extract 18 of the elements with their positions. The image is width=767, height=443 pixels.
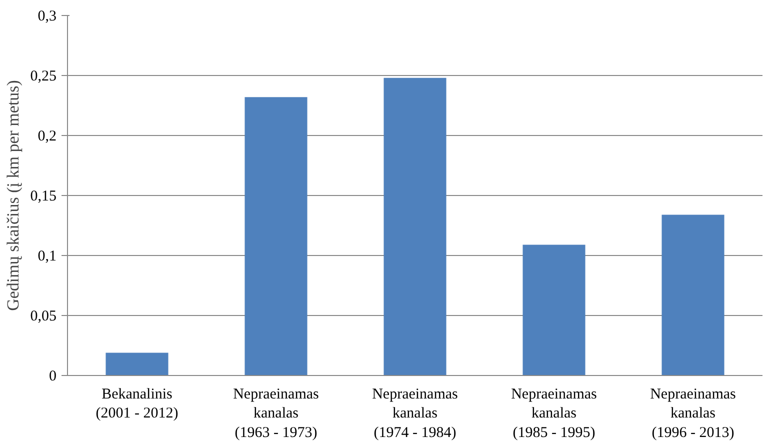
bar <box>522 244 586 376</box>
x-tick-label: Nepraeinamas kanalas (1974 - 1984) <box>372 386 458 441</box>
y-tick-label: 0,2 <box>38 128 56 144</box>
y-tick-label: 0 <box>49 368 56 384</box>
y-tick-label: 0,25 <box>30 68 56 84</box>
x-tick-label: Nepraeinamas kanalas (1963 - 1973) <box>233 386 320 441</box>
y-tick-label: 0,05 <box>30 308 56 324</box>
bar <box>244 97 308 376</box>
bar <box>106 352 168 376</box>
x-tick-label: Bekanalinis (2001 - 2012) <box>96 386 178 422</box>
y-tick-label: 0,1 <box>38 248 56 264</box>
y-tick-label: 0,15 <box>30 188 56 204</box>
bar <box>662 214 724 376</box>
x-tick-label: Nepraeinamas kanalas (1985 - 1995) <box>511 386 598 441</box>
y-tick-label: 0,3 <box>38 8 56 24</box>
y-axis-title: Gedimų skaičius (į km per metus) <box>3 80 22 311</box>
x-tick-label: Nepraeinamas kanalas (1996 - 2013) <box>650 386 736 441</box>
bar <box>384 78 446 376</box>
